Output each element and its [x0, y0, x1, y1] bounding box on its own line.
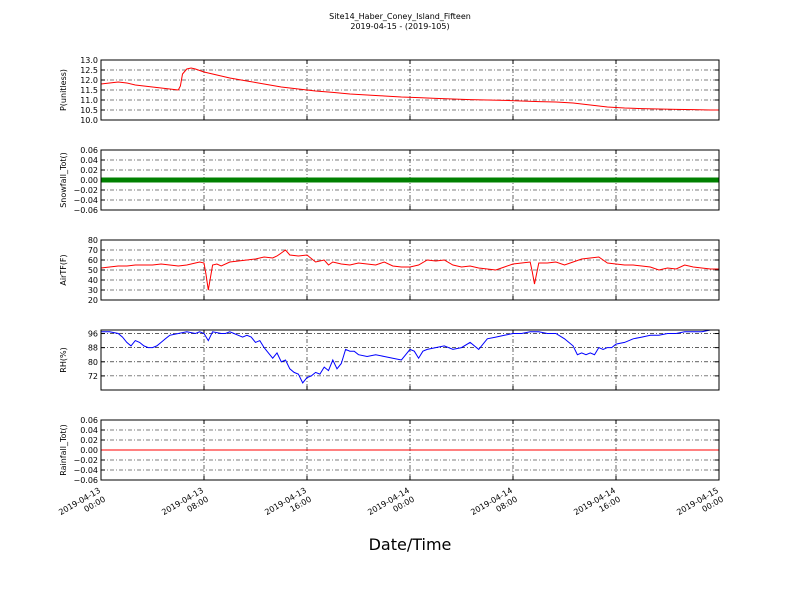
- panel-5: −0.06−0.04−0.020.000.020.040.06 Rainfall_…: [59, 416, 720, 485]
- x-axis-label: Date/Time: [369, 535, 452, 554]
- y-tick-label: 88: [88, 344, 98, 353]
- y-tick-label: 10.0: [80, 116, 98, 125]
- panel-1: 10.010.511.011.512.012.513.0 P(unitless): [59, 56, 720, 125]
- y-tick-label: 0.06: [80, 146, 98, 155]
- x-tick-label: 2019-04-1308:00: [160, 486, 210, 526]
- y-tick-label: 30: [88, 286, 98, 295]
- y-tick-label: −0.04: [73, 466, 98, 475]
- x-tick-labels: 2019-04-1300:00 2019-04-1308:00 2019-04-13…: [57, 486, 725, 526]
- y-axis-label: P(unitless): [59, 69, 68, 111]
- y-tick-label: −0.06: [73, 206, 98, 215]
- y-tick-label: 80: [88, 236, 98, 245]
- y-tick-label: 13.0: [80, 56, 98, 65]
- y-tick-label: 70: [88, 246, 98, 255]
- y-tick-label: 0.04: [80, 426, 98, 435]
- y-axis-label: Snowfall_Tot(): [59, 152, 68, 208]
- y-tick-label: 0.02: [80, 436, 98, 445]
- chart-subtitle: 2019-04-15 - (2019-105): [350, 22, 449, 31]
- plot-frame: [100, 59, 720, 121]
- y-tick-label: 11.5: [80, 86, 98, 95]
- y-tick-label: 12.5: [80, 66, 98, 75]
- y-tick-label: 0.02: [80, 166, 98, 175]
- y-tick-label: 96: [88, 330, 98, 339]
- y-axis-label: AirTF(F): [59, 254, 68, 285]
- plot-frame: [100, 149, 720, 211]
- plot-frame: [100, 329, 720, 391]
- chart-title: Site14_Haber_Coney_Island_Fifteen: [329, 12, 471, 21]
- panel-4: 72 80 88 96 RH(%): [59, 329, 720, 391]
- series-1-line: [100, 249, 719, 291]
- series-1-line: [101, 329, 719, 384]
- y-tick-label: 10.5: [80, 106, 98, 115]
- y-axis-label: Rainfall_Tot(): [59, 424, 68, 476]
- y-axis-label: RH(%): [59, 347, 68, 372]
- y-tick-label: 50: [88, 266, 98, 275]
- y-tick-label: 72: [88, 372, 98, 381]
- y-tick-label: −0.06: [73, 476, 98, 485]
- y-tick-label: 0.00: [80, 446, 98, 455]
- y-tick-label: −0.02: [73, 186, 98, 195]
- y-tick-label: 12.0: [80, 76, 98, 85]
- series-1-line: [100, 67, 719, 111]
- y-tick-label: 0.00: [80, 176, 98, 185]
- x-tick-label: 2019-04-1316:00: [263, 486, 313, 526]
- plot-frame: [100, 419, 720, 481]
- y-tick-label: 20: [88, 296, 98, 305]
- y-tick-label: −0.04: [73, 196, 98, 205]
- y-tick-label: 0.04: [80, 156, 98, 165]
- y-tick-label: −0.02: [73, 456, 98, 465]
- y-tick-label: 80: [88, 358, 98, 367]
- x-tick-label: 2019-04-1408:00: [469, 486, 519, 526]
- y-tick-label: 0.06: [80, 416, 98, 425]
- plot-frame: [100, 239, 720, 301]
- x-tick-label: 2019-04-1416:00: [572, 486, 622, 526]
- x-tick-label: 2019-04-1400:00: [366, 486, 416, 526]
- panel-2: −0.06−0.04−0.020.000.020.040.06 Snowfall_…: [59, 146, 720, 215]
- y-tick-label: 60: [88, 256, 98, 265]
- y-tick-label: 40: [88, 276, 98, 285]
- y-tick-label: 11.0: [80, 96, 98, 105]
- x-tick-label: 2019-04-1300:00: [57, 486, 107, 526]
- x-tick-label: 2019-04-1500:00: [675, 486, 725, 526]
